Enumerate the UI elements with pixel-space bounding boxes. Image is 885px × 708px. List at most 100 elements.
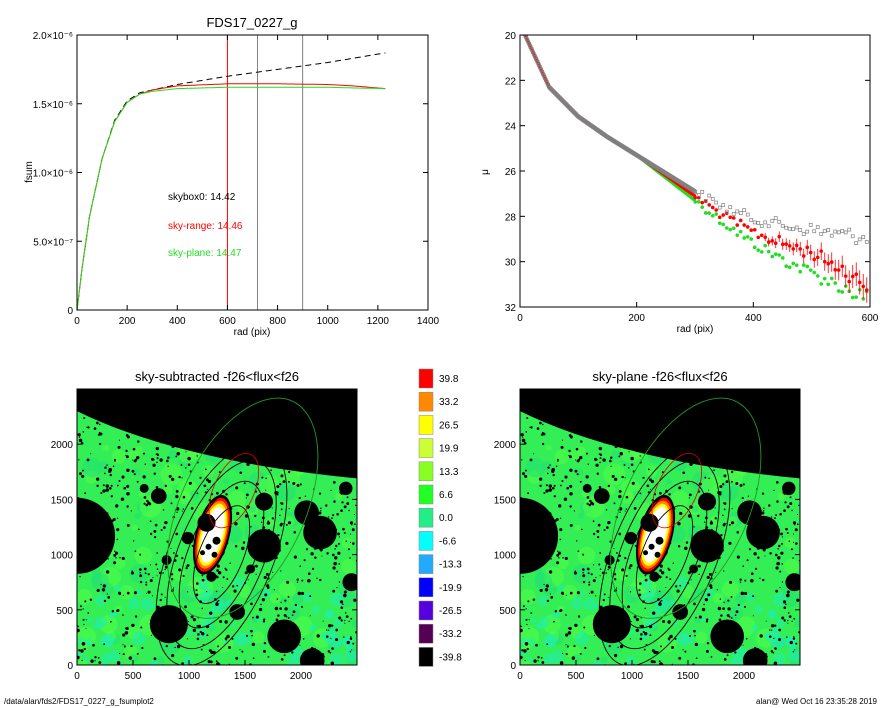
image-right-mask-speck [578, 458, 581, 461]
image-right-mask-speck [783, 606, 787, 610]
mu-point-gray [840, 229, 845, 233]
image-left-galaxy-knot [200, 550, 206, 556]
image-right-mask-speck [646, 484, 650, 488]
image-left-mask-speck [178, 568, 182, 572]
image-right-mask-speck [709, 521, 714, 525]
colorbar-swatch [418, 577, 434, 598]
image-left-mask-speck [279, 607, 282, 610]
image-right-mask-speck [774, 553, 778, 557]
fsum-plot-frame [76, 34, 429, 311]
image-left-mask-speck [327, 624, 332, 628]
image-right-mask-speck [586, 496, 590, 499]
image-left-mask-speck [83, 416, 86, 419]
image-left-mask-speck [163, 526, 166, 529]
image-left-mask-speck [226, 634, 230, 639]
image-left-mask-speck [336, 587, 338, 589]
image-left-mask-speck [309, 595, 312, 598]
image-right-mask-speck [718, 618, 722, 622]
mu-point-gray [794, 225, 799, 230]
image-right-mask-speck [562, 557, 564, 559]
image-left-sky-mottle [119, 584, 135, 600]
image-left-mask-speck [199, 630, 202, 634]
image-right-masked-star [672, 604, 688, 620]
image-right-mask-speck [723, 508, 726, 511]
image-left-mask-speck [89, 598, 93, 601]
image-right-mask-speck [576, 591, 580, 595]
image-left-sky-mottle [308, 624, 316, 632]
image-left-mask-speck [278, 483, 282, 486]
mu-point-gray [710, 196, 715, 201]
image-left-mask-speck [119, 593, 121, 596]
mu-ytick-label: 30 [505, 258, 517, 269]
image-right-mask-speck [525, 608, 527, 610]
image-right-masked-star [520, 497, 559, 574]
image-left-mask-speck [98, 423, 101, 426]
image-right-mask-speck [780, 532, 784, 536]
image-right-ytick-label: 500 [499, 606, 516, 617]
image-left-mask-speck [132, 540, 135, 542]
image-left-mask-speck [136, 652, 139, 655]
image-right-mask-speck [581, 568, 585, 571]
image-right-mask-speck [640, 633, 643, 636]
image-right-mask-speck [624, 477, 626, 479]
mu-point-green [854, 295, 859, 299]
image-left-mask-speck [146, 499, 149, 503]
image-right-mask-speck [597, 523, 601, 527]
mu-point-green [836, 289, 841, 293]
image-right-mask-speck [599, 575, 601, 577]
image-left-mask-speck [283, 654, 286, 657]
image-right-mask-speck [697, 514, 700, 518]
mu-point-red [756, 235, 761, 240]
image-right-mask-speck [778, 544, 781, 548]
image-right-mask-speck [566, 486, 570, 490]
image-right-mask-speck [556, 553, 560, 557]
image-right-mask-speck [667, 567, 670, 570]
colorbar-swatch [418, 415, 434, 435]
image-right-mask-speck [524, 642, 529, 646]
image-right-mask-speck [577, 615, 581, 618]
image-left-masked-star [206, 571, 217, 582]
image-left-mask-speck [131, 623, 135, 628]
image-right-mask-speck [640, 624, 644, 629]
image-left-mask-speck [234, 544, 238, 548]
image-right-mask-speck [688, 493, 692, 497]
image-right-mask-speck [624, 556, 627, 560]
image-right-mask-speck [775, 566, 779, 570]
image-right-mask-speck [582, 571, 584, 574]
image-right-mask-speck [707, 593, 711, 597]
image-left-sky-mottle [94, 595, 106, 606]
image-right-mask-speck [789, 496, 792, 499]
mu-point-gray [784, 225, 789, 230]
image-left-mask-speck [196, 637, 200, 641]
image-left-mask-speck [261, 476, 264, 479]
image-left-mask-speck [102, 584, 106, 588]
image-right-mask-speck [682, 649, 684, 651]
colorbar-swatch [418, 554, 434, 574]
image-right-mask-speck [714, 507, 716, 509]
image-left-mask-speck [116, 484, 119, 487]
image-right-mask-speck [734, 651, 737, 654]
image-left-sky-mottle [280, 598, 288, 605]
fsum-ytick-label: 5.0×10⁻⁷ [33, 237, 73, 248]
image-right-mask-speck [548, 484, 553, 488]
image-left-mask-speck [349, 557, 351, 559]
image-right-sky-mottle [525, 457, 546, 478]
image-right-mask-speck [669, 578, 672, 580]
image-left-mask-speck [351, 649, 353, 651]
image-left-mask-speck [77, 655, 80, 660]
image-left-mask-speck [142, 475, 146, 479]
image-right-mask-speck [714, 517, 718, 520]
colorbar-label: 13.3 [439, 467, 459, 478]
image-left-mask-speck [287, 470, 291, 474]
mu-panel: 0 200 400 600 20 22 24 26 28 30 32 rad (pix) μ [480, 31, 879, 335]
image-left-mask-speck [233, 589, 237, 593]
image-right-mask-speck [744, 579, 747, 582]
image-right-mask-speck [770, 650, 774, 653]
image-right-mask-speck [694, 642, 699, 647]
image-right-sky-mottle [668, 599, 676, 607]
image-right-mask-speck [630, 463, 634, 467]
image-right-sky-mottle [603, 463, 626, 486]
colorbar-swatch [418, 623, 434, 644]
mu-point-gray [780, 223, 785, 228]
image-left-mask-speck [235, 486, 239, 490]
